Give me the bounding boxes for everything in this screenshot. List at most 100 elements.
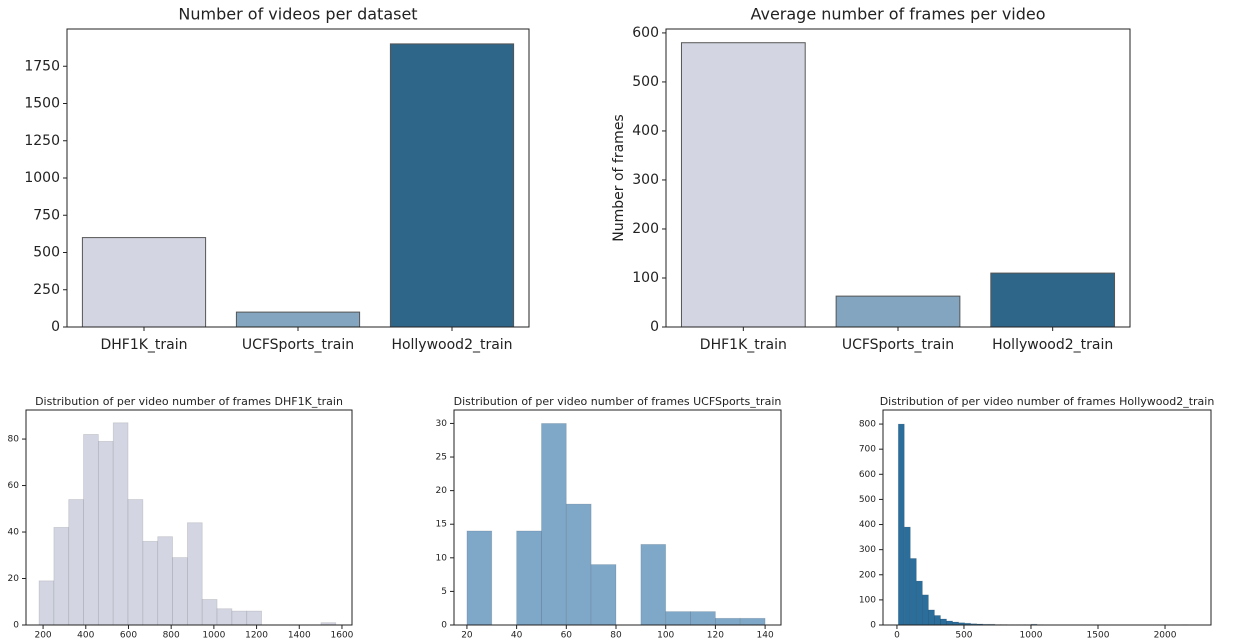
x-tick-label: 2000 <box>1154 631 1177 641</box>
y-axis-label: Number of frames <box>611 114 627 241</box>
x-tick-label: 1000 <box>202 631 225 641</box>
histogram-bar <box>590 564 617 626</box>
y-tick-label: 25 <box>436 453 447 463</box>
chart-title: Number of videos per dataset <box>178 5 417 24</box>
y-tick-label: 40 <box>8 528 20 538</box>
x-tick-label: UCFSports_train <box>842 337 954 353</box>
y-tick-label: 20 <box>8 574 20 584</box>
y-tick-label: 500 <box>632 74 659 90</box>
x-tick-label: Hollywood2_train <box>992 337 1113 353</box>
y-tick-label: 10 <box>436 553 448 563</box>
y-tick-label: 5 <box>441 587 447 597</box>
histogram-bar <box>934 615 941 626</box>
x-tick-label: 0 <box>894 631 900 641</box>
bar <box>835 295 961 328</box>
axes-frame <box>665 28 1131 328</box>
histogram-bar <box>231 610 248 626</box>
histogram-bar <box>466 530 493 626</box>
histogram-bar <box>97 440 114 626</box>
y-tick-label: 250 <box>33 282 60 298</box>
histogram-bar <box>142 540 159 626</box>
y-tick-label: 300 <box>632 172 659 188</box>
y-tick-label: 0 <box>51 319 60 335</box>
histogram-bar <box>665 611 691 626</box>
y-tick-label: 1750 <box>24 58 60 74</box>
bar <box>990 272 1116 328</box>
axes-frame <box>25 409 353 626</box>
axes-frame <box>453 409 782 626</box>
x-tick-label: 1500 <box>1087 631 1110 641</box>
histogram-bar <box>201 599 218 626</box>
histogram-bar <box>922 594 929 626</box>
y-tick-label: 600 <box>859 470 876 480</box>
histogram-bar <box>946 620 953 626</box>
y-tick-label: 400 <box>632 123 659 139</box>
x-tick-label: DHF1K_train <box>700 337 787 353</box>
y-tick-label: 80 <box>8 435 20 445</box>
x-tick-label: 1000 <box>1020 631 1043 641</box>
x-tick-label: 400 <box>77 631 94 641</box>
x-tick-label: DHF1K_train <box>100 337 187 353</box>
histogram-bar <box>565 503 592 626</box>
histogram-bar <box>715 617 741 626</box>
histogram-bar <box>172 557 188 626</box>
y-tick-label: 200 <box>859 570 876 580</box>
histogram-bar <box>690 611 716 626</box>
x-tick-label: 40 <box>511 631 523 641</box>
axes-frame <box>882 409 1212 626</box>
x-tick-label: Hollywood2_train <box>391 337 512 353</box>
bar <box>235 311 361 328</box>
x-tick-label: 60 <box>561 631 573 641</box>
histogram-bar <box>127 499 144 626</box>
histogram-bar <box>83 434 99 626</box>
y-tick-label: 800 <box>859 420 876 430</box>
x-tick-label: 1600 <box>331 631 354 641</box>
y-tick-label: 0 <box>441 621 447 631</box>
histogram-bar <box>246 610 262 626</box>
y-tick-label: 750 <box>33 207 60 223</box>
y-tick-label: 400 <box>859 520 876 530</box>
y-tick-label: 700 <box>859 445 876 455</box>
y-tick-label: 100 <box>859 595 876 605</box>
y-tick-label: 30 <box>436 419 448 429</box>
y-tick-label: 500 <box>33 245 60 261</box>
x-tick-label: 20 <box>461 631 473 641</box>
histogram-bar <box>909 558 917 626</box>
histogram-bar <box>112 422 129 626</box>
y-tick-label: 1000 <box>24 170 60 186</box>
x-tick-label: 200 <box>34 631 51 641</box>
x-tick-label: 1200 <box>245 631 268 641</box>
y-tick-label: 200 <box>632 221 659 237</box>
y-tick-label: 60 <box>8 481 20 491</box>
y-tick-label: 1250 <box>24 133 60 149</box>
y-tick-label: 20 <box>436 486 448 496</box>
y-tick-label: 15 <box>436 520 447 530</box>
y-tick-label: 300 <box>859 545 876 555</box>
x-tick-label: 120 <box>707 631 724 641</box>
x-tick-label: 500 <box>955 631 972 641</box>
histogram-bar <box>739 617 766 626</box>
y-tick-label: 0 <box>870 621 876 631</box>
axes-frame <box>66 28 530 328</box>
histogram-bar <box>897 423 905 626</box>
histogram-bar <box>186 522 203 626</box>
histogram-bar <box>640 543 667 626</box>
chart-title: Average number of frames per video <box>750 5 1045 24</box>
histogram-bar <box>928 609 935 626</box>
x-tick-label: UCFSports_train <box>242 337 354 353</box>
x-tick-label: 80 <box>610 631 622 641</box>
x-tick-label: 100 <box>657 631 674 641</box>
histogram-bar <box>157 536 173 626</box>
x-tick-label: 1400 <box>288 631 311 641</box>
histogram-bar <box>216 608 233 626</box>
bar <box>389 43 515 328</box>
histogram-bar <box>940 618 947 626</box>
y-tick-label: 500 <box>859 495 876 505</box>
histogram-bar <box>915 580 923 626</box>
histogram-bar <box>38 580 55 626</box>
histogram-bar <box>541 423 567 626</box>
histogram-bar <box>68 499 84 626</box>
histogram-bar <box>903 526 911 626</box>
x-tick-label: 140 <box>757 631 774 641</box>
